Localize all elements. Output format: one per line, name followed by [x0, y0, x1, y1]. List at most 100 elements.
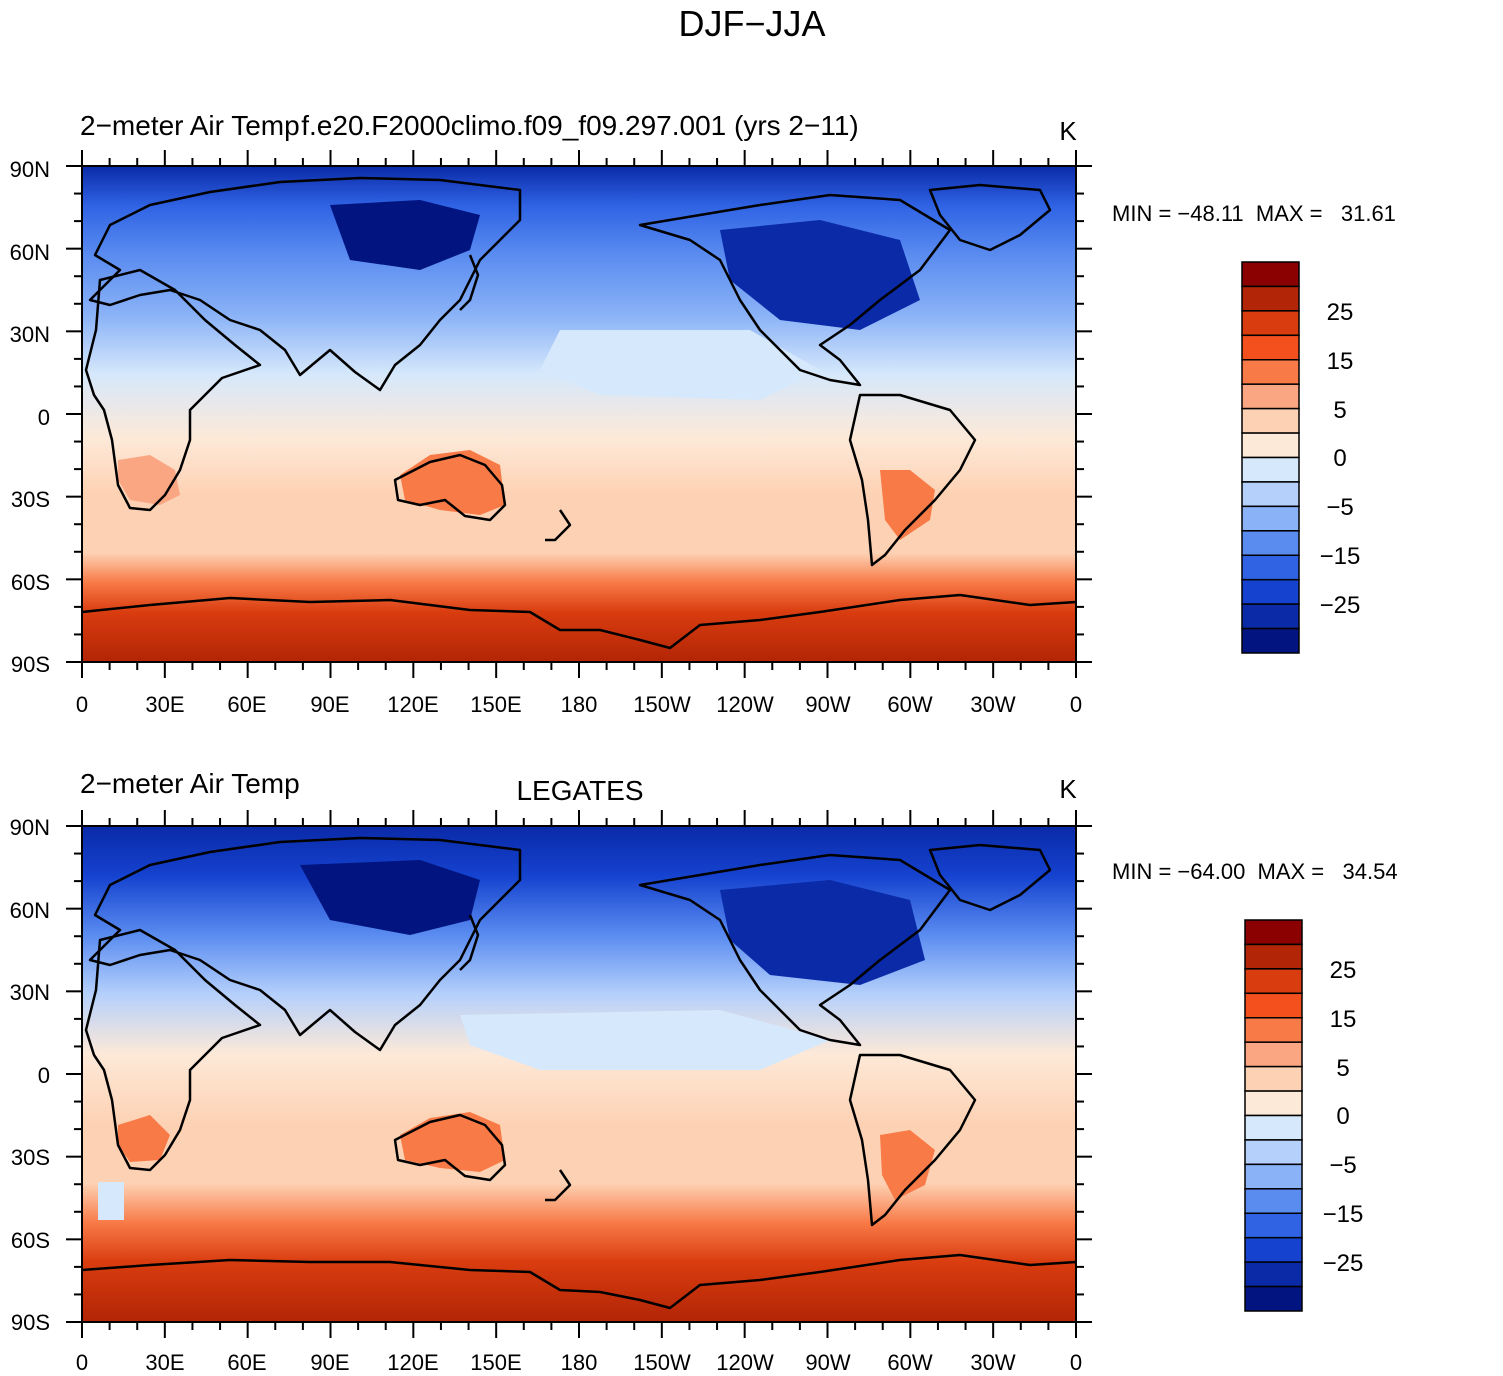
lon-label: 30W [970, 692, 1015, 717]
warm-blob-south-america [880, 470, 935, 540]
colorbar [1244, 919, 1303, 1312]
colorbar-swatch [1244, 1236, 1303, 1263]
colorbar-label: 15 [1327, 348, 1354, 375]
colorbar-swatch [1241, 481, 1300, 508]
coast-greenland [928, 843, 1052, 912]
lon-label: 0 [1070, 1350, 1082, 1375]
lon-label: 0 [76, 1350, 88, 1375]
lon-label: 60W [887, 1350, 932, 1375]
cold-blob-siberia [330, 200, 480, 270]
colorbar-swatch [1244, 1261, 1303, 1288]
panel-left-title: 2−meter Air Temp [80, 110, 300, 141]
map-field [82, 826, 1076, 1322]
colorbar-swatch [1244, 1139, 1303, 1166]
lon-label: 120E [387, 692, 438, 717]
colorbar-swatch [1241, 310, 1300, 337]
colorbar-swatch [1244, 1041, 1303, 1068]
colorbar-label: 0 [1333, 445, 1346, 472]
colorbar-swatch [1244, 1188, 1303, 1214]
colorbar-swatch [1244, 1212, 1303, 1239]
warm-blob-australia [400, 1112, 505, 1172]
colorbar-label: 25 [1327, 299, 1354, 326]
colorbar-label: 15 [1330, 1006, 1357, 1033]
colorbar-label: −25 [1320, 592, 1361, 619]
colorbar-swatch [1241, 456, 1300, 483]
coast-south-america [848, 1053, 977, 1227]
coast-africa [84, 268, 262, 512]
colorbar-label: −15 [1320, 543, 1361, 570]
colorbar-label: 0 [1336, 1103, 1349, 1130]
lon-label: 90E [310, 692, 349, 717]
colorbar-swatch [1244, 943, 1303, 970]
light-band-eq-pacific [540, 330, 820, 400]
colorbar-swatch [1244, 1065, 1303, 1092]
colorbar-label: −5 [1329, 1152, 1356, 1179]
colorbar-swatch [1244, 1285, 1303, 1312]
axis-ticks [66, 150, 1092, 678]
coast-greenland [928, 183, 1052, 252]
lon-label: 60E [227, 692, 266, 717]
colorbar-swatch [1241, 285, 1300, 312]
colorbar-swatch [1244, 968, 1303, 995]
colorbar-swatch [1241, 334, 1300, 361]
lon-label: 120W [716, 1350, 774, 1375]
colorbar-swatch [1241, 359, 1300, 385]
coast-japan [459, 254, 480, 311]
lat-label: 30N [10, 322, 50, 347]
stats-text: MIN = −64.00 MAX = 34.54 [1112, 859, 1398, 884]
colorbar-swatch [1244, 1017, 1303, 1043]
colorbar-swatch [1244, 1090, 1303, 1117]
light-patch-south-atlantic [98, 1182, 124, 1220]
lon-label: 90W [805, 692, 850, 717]
colorbar-swatch [1241, 261, 1300, 288]
colorbar-swatch [1241, 603, 1300, 630]
lat-labels: 90N 60N 30N 0 30S 60S 90S [10, 157, 50, 677]
colorbar-swatch [1244, 919, 1303, 946]
field-background [82, 166, 1076, 662]
lat-label: 90N [10, 815, 50, 840]
lon-labels: 0 30E 60E 90E 120E 150E 180 150W 120W 90… [76, 692, 1082, 717]
panel-center-title: f.e20.F2000climo.f09_f09.297.001 (yrs 2−… [301, 110, 859, 141]
coast-japan [459, 914, 480, 971]
lon-label: 150W [633, 1350, 691, 1375]
lat-label: 30N [10, 980, 50, 1005]
figure-title: DJF−JJA [678, 3, 825, 44]
lat-label: 30S [11, 1145, 50, 1170]
coastlines [81, 836, 1077, 1310]
colorbar-swatch [1241, 432, 1300, 459]
lon-label: 0 [76, 692, 88, 717]
coast-antarctica [81, 1253, 1077, 1310]
panel-left-title: 2−meter Air Temp [80, 768, 300, 799]
panel-units: K [1059, 774, 1077, 804]
lon-label: 30W [970, 1350, 1015, 1375]
coast-antarctica [81, 593, 1077, 650]
coastlines [81, 176, 1077, 650]
lon-label: 90W [805, 1350, 850, 1375]
coast-new-zealand [545, 509, 572, 542]
lon-label: 180 [561, 1350, 598, 1375]
panel-center-title: LEGATES [516, 775, 643, 806]
lon-label: 30E [145, 692, 184, 717]
stats-text: MIN = −48.11 MAX = 31.61 [1112, 201, 1396, 226]
colorbar-swatch [1244, 1114, 1303, 1141]
lat-label: 60N [10, 898, 50, 923]
coast-australia [393, 1113, 507, 1182]
coast-north-america [638, 853, 952, 1047]
lon-label: 120W [716, 692, 774, 717]
warm-blob-africa [118, 455, 180, 505]
colorbar-swatch [1241, 554, 1300, 581]
lat-label: 0 [38, 1063, 50, 1088]
colorbar [1241, 261, 1300, 654]
panel-units: K [1059, 116, 1077, 146]
cold-blob-siberia [300, 860, 480, 935]
lon-label: 180 [561, 692, 598, 717]
coast-south-america [848, 393, 977, 567]
colorbar-label: 5 [1333, 397, 1346, 424]
lat-label: 60S [11, 1228, 50, 1253]
lat-label: 0 [38, 405, 50, 430]
lat-labels: 90N 60N 30N 0 30S 60S 90S [10, 815, 50, 1335]
colorbar-swatch [1241, 407, 1300, 434]
coast-africa [84, 928, 262, 1172]
colorbar-swatch [1244, 992, 1303, 1019]
lat-label: 60S [11, 570, 50, 595]
